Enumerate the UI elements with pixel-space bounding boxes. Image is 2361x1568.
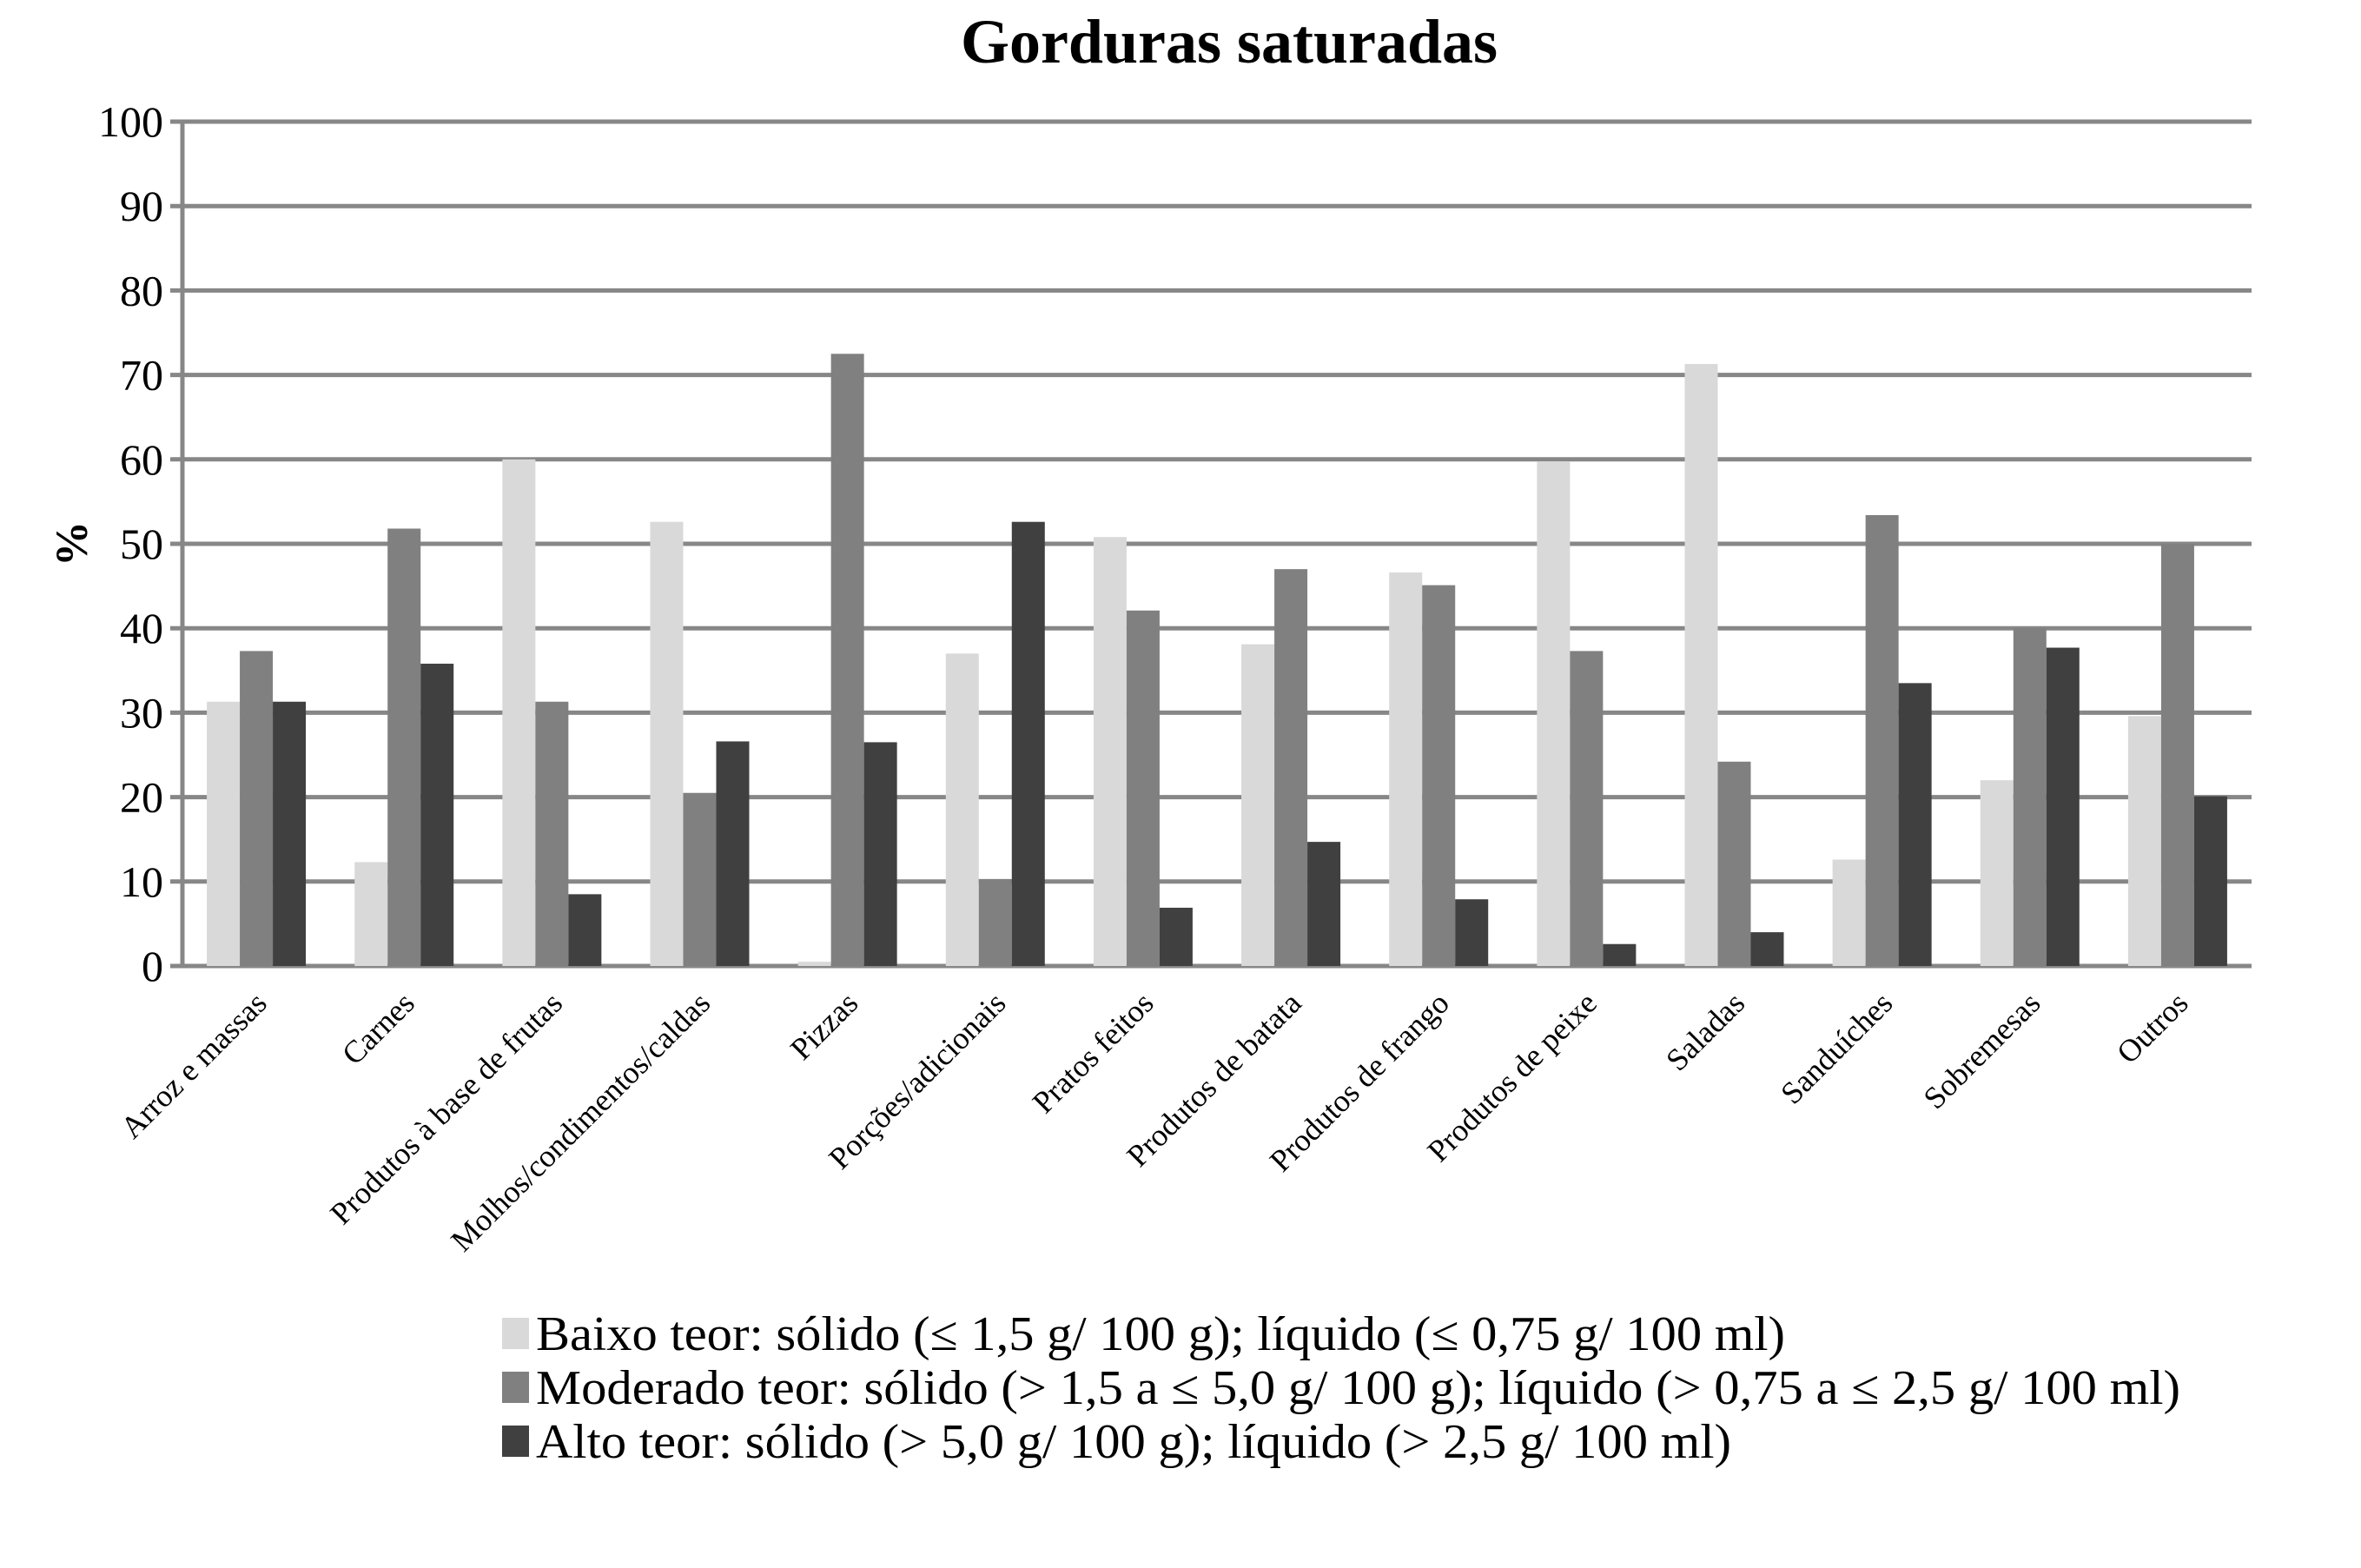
chart-title: Gorduras saturadas — [961, 7, 1498, 76]
x-tick-label: Arroz e massas — [114, 985, 274, 1145]
bar — [2046, 647, 2080, 966]
y-tick-label: 30 — [120, 688, 163, 737]
bar — [502, 459, 536, 966]
bar — [1389, 572, 1423, 966]
bar — [2160, 544, 2194, 966]
y-axis-label: % — [48, 521, 97, 566]
bar — [1422, 585, 1456, 966]
bar — [716, 741, 750, 966]
bar — [978, 878, 1012, 966]
bar — [1898, 683, 1932, 966]
bar — [1750, 932, 1784, 966]
y-tick-label: 50 — [120, 519, 163, 568]
legend-swatch — [502, 1318, 529, 1349]
bar — [1537, 461, 1571, 966]
y-tick-label: 70 — [120, 351, 163, 400]
y-tick-label: 10 — [120, 857, 163, 906]
bar — [1159, 907, 1193, 966]
bar — [1307, 842, 1341, 966]
x-tick-label: Sanduíches — [1774, 985, 1899, 1110]
bar — [535, 701, 569, 966]
bar — [650, 521, 684, 966]
bar — [354, 862, 388, 966]
legend-swatch — [502, 1426, 529, 1457]
y-tick-label: 20 — [120, 773, 163, 822]
bar — [1011, 521, 1045, 966]
x-tick-label: Pizzas — [784, 985, 864, 1066]
y-tick-label: 0 — [142, 942, 163, 990]
bar — [683, 792, 717, 966]
bar — [1241, 644, 1275, 966]
bar — [568, 894, 602, 966]
x-tick-label: Carnes — [335, 985, 421, 1071]
y-tick-label: 80 — [120, 266, 163, 314]
bar — [2013, 628, 2047, 966]
bar — [240, 651, 274, 966]
bar — [1093, 537, 1127, 966]
legend-label: Alto teor: sólido (> 5,0 g/ 100 g); líqu… — [536, 1415, 1731, 1469]
bar — [945, 653, 979, 966]
bar — [1126, 610, 1160, 966]
bar — [1455, 899, 1489, 966]
bar — [1832, 859, 1866, 966]
x-tick-label: Outros — [2110, 985, 2195, 1070]
legend-label: Baixo teor: sólido (≤ 1,5 g/ 100 g); líq… — [536, 1307, 1785, 1361]
bar — [1980, 780, 2014, 966]
bar — [1717, 761, 1751, 966]
bar — [1603, 943, 1637, 966]
legend-label: Moderado teor: sólido (> 1,5 a ≤ 5,0 g/ … — [536, 1361, 2180, 1415]
bar — [273, 701, 307, 966]
bar — [387, 528, 421, 966]
bar — [207, 701, 241, 966]
bar — [1865, 514, 1899, 966]
bar — [420, 664, 454, 966]
bar — [797, 962, 831, 966]
bar — [1684, 363, 1718, 966]
bar — [2127, 716, 2161, 966]
y-tick-label: 60 — [120, 435, 163, 484]
y-tick-label: 40 — [120, 604, 163, 652]
bar — [1274, 569, 1308, 966]
bar — [863, 742, 897, 966]
x-tick-label: Saladas — [1659, 985, 1751, 1077]
x-tick-label: Pratos feitos — [1026, 985, 1161, 1120]
legend-swatch — [502, 1372, 529, 1403]
bar — [830, 354, 864, 966]
y-tick-label: 100 — [98, 97, 163, 146]
bar — [2193, 796, 2227, 966]
bar — [1570, 651, 1604, 966]
x-tick-label: Molhos/condimentos/caldas — [444, 985, 717, 1258]
x-tick-label: Sobremesas — [1917, 985, 2047, 1115]
y-tick-label: 90 — [120, 182, 163, 230]
